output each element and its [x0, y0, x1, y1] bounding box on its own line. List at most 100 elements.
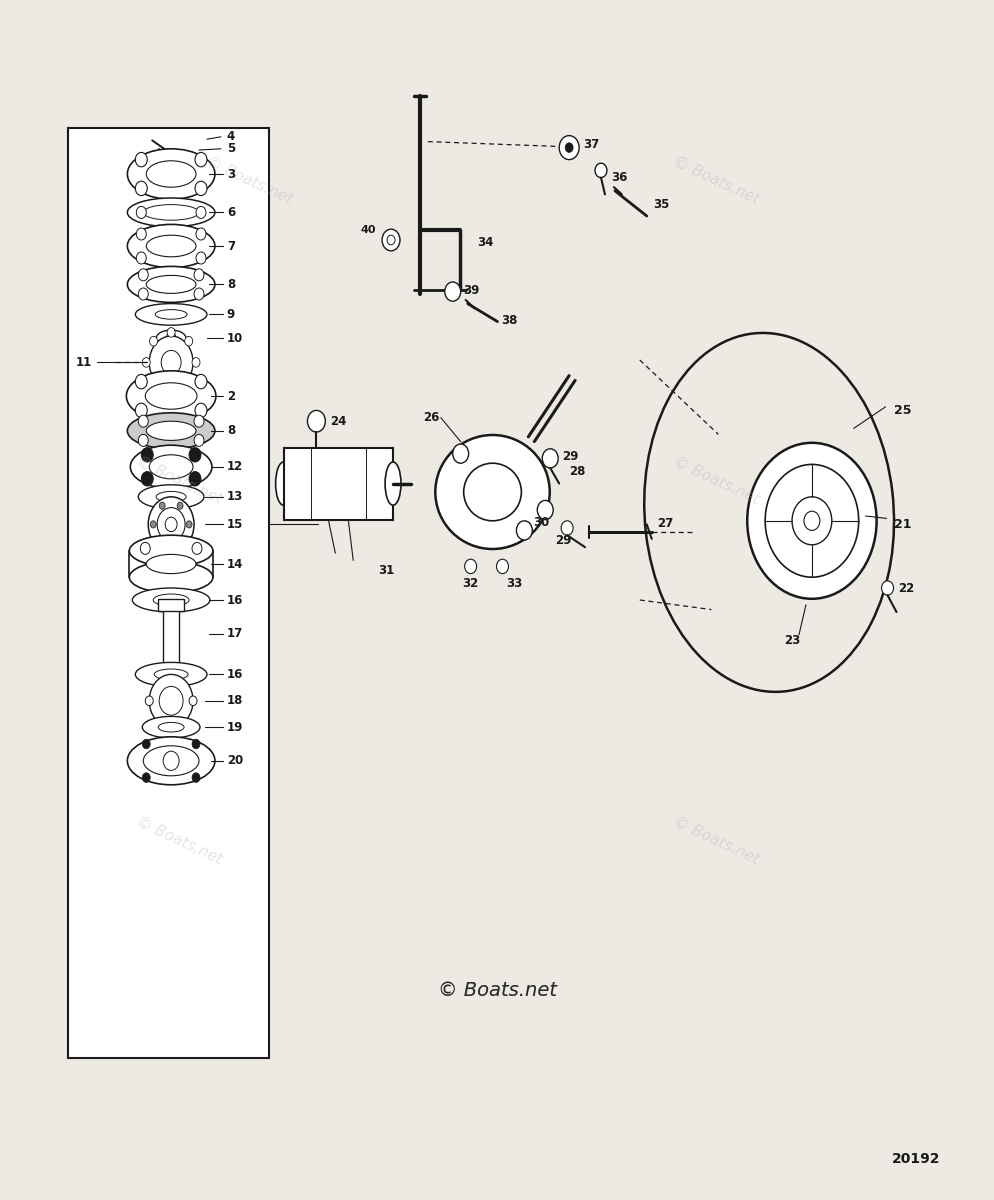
- Ellipse shape: [385, 462, 401, 505]
- Text: 5: 5: [227, 143, 235, 155]
- Ellipse shape: [130, 445, 212, 488]
- Ellipse shape: [149, 455, 193, 479]
- Bar: [283, 448, 393, 520]
- Circle shape: [136, 228, 146, 240]
- Circle shape: [194, 269, 204, 281]
- Text: 26: 26: [422, 412, 438, 424]
- Text: 33: 33: [506, 577, 522, 589]
- Circle shape: [496, 559, 508, 574]
- Circle shape: [186, 521, 192, 528]
- Ellipse shape: [127, 737, 215, 785]
- Circle shape: [382, 229, 400, 251]
- Circle shape: [452, 444, 468, 463]
- Circle shape: [138, 269, 148, 281]
- Text: 17: 17: [227, 628, 243, 640]
- Circle shape: [185, 379, 193, 389]
- Circle shape: [163, 751, 179, 770]
- Text: 39: 39: [463, 284, 479, 296]
- Circle shape: [196, 252, 206, 264]
- Text: 23: 23: [783, 635, 799, 647]
- Text: 20192: 20192: [891, 1152, 939, 1166]
- Circle shape: [159, 686, 183, 715]
- Circle shape: [135, 403, 147, 418]
- Text: 16: 16: [227, 668, 243, 680]
- Circle shape: [135, 152, 147, 167]
- Circle shape: [141, 448, 153, 462]
- Ellipse shape: [127, 149, 215, 199]
- Text: 8: 8: [227, 278, 235, 290]
- Circle shape: [189, 448, 201, 462]
- Circle shape: [195, 181, 207, 196]
- Circle shape: [516, 521, 532, 540]
- Circle shape: [464, 559, 476, 574]
- Ellipse shape: [156, 492, 186, 502]
- Bar: [68, 128, 268, 1058]
- Ellipse shape: [129, 562, 213, 593]
- Circle shape: [149, 674, 193, 727]
- Text: © Boats.net: © Boats.net: [133, 454, 225, 506]
- Text: 21: 21: [893, 518, 911, 530]
- Circle shape: [196, 206, 206, 218]
- Circle shape: [542, 449, 558, 468]
- Text: 12: 12: [227, 461, 243, 473]
- Circle shape: [192, 773, 200, 782]
- Text: 27: 27: [656, 517, 672, 529]
- Ellipse shape: [145, 383, 197, 409]
- Circle shape: [149, 336, 193, 389]
- Circle shape: [881, 581, 893, 595]
- Circle shape: [138, 434, 148, 446]
- Text: 37: 37: [582, 138, 598, 150]
- Ellipse shape: [132, 588, 210, 612]
- Text: 29: 29: [555, 534, 571, 546]
- Text: 35: 35: [652, 198, 668, 210]
- Circle shape: [177, 502, 183, 509]
- Circle shape: [189, 472, 201, 486]
- Ellipse shape: [129, 535, 213, 566]
- Circle shape: [135, 181, 147, 196]
- Text: 30: 30: [533, 516, 549, 528]
- Text: © Boats.net: © Boats.net: [133, 814, 225, 866]
- Circle shape: [148, 497, 194, 552]
- Ellipse shape: [146, 554, 196, 574]
- Circle shape: [194, 434, 204, 446]
- Text: © Boats.net: © Boats.net: [203, 154, 294, 206]
- Ellipse shape: [153, 594, 189, 606]
- Circle shape: [195, 403, 207, 418]
- Text: 18: 18: [227, 695, 243, 707]
- Ellipse shape: [146, 421, 196, 440]
- Circle shape: [149, 379, 157, 389]
- Ellipse shape: [127, 224, 215, 268]
- Circle shape: [559, 136, 579, 160]
- Ellipse shape: [154, 670, 188, 679]
- Circle shape: [185, 336, 193, 346]
- Ellipse shape: [143, 745, 199, 775]
- Text: 7: 7: [227, 240, 235, 252]
- Circle shape: [196, 228, 206, 240]
- Circle shape: [746, 443, 876, 599]
- Text: © Boats.net: © Boats.net: [670, 814, 761, 866]
- Circle shape: [594, 163, 606, 178]
- Bar: [158, 599, 184, 611]
- Ellipse shape: [126, 371, 216, 421]
- Circle shape: [167, 388, 175, 397]
- Ellipse shape: [463, 463, 521, 521]
- Circle shape: [166, 332, 176, 344]
- Text: 40: 40: [360, 226, 376, 235]
- Circle shape: [159, 502, 165, 509]
- Circle shape: [194, 288, 204, 300]
- Text: 13: 13: [227, 491, 243, 503]
- Text: 29: 29: [562, 450, 578, 462]
- Text: 11: 11: [76, 356, 91, 368]
- Circle shape: [140, 542, 150, 554]
- Text: 16: 16: [227, 594, 243, 606]
- Circle shape: [141, 472, 153, 486]
- Circle shape: [195, 152, 207, 167]
- Text: © Boats.net: © Boats.net: [670, 154, 761, 206]
- Circle shape: [189, 696, 197, 706]
- Circle shape: [149, 336, 157, 346]
- Circle shape: [803, 511, 819, 530]
- Circle shape: [136, 252, 146, 264]
- Text: 34: 34: [477, 236, 493, 248]
- Circle shape: [387, 235, 395, 245]
- Ellipse shape: [127, 266, 215, 302]
